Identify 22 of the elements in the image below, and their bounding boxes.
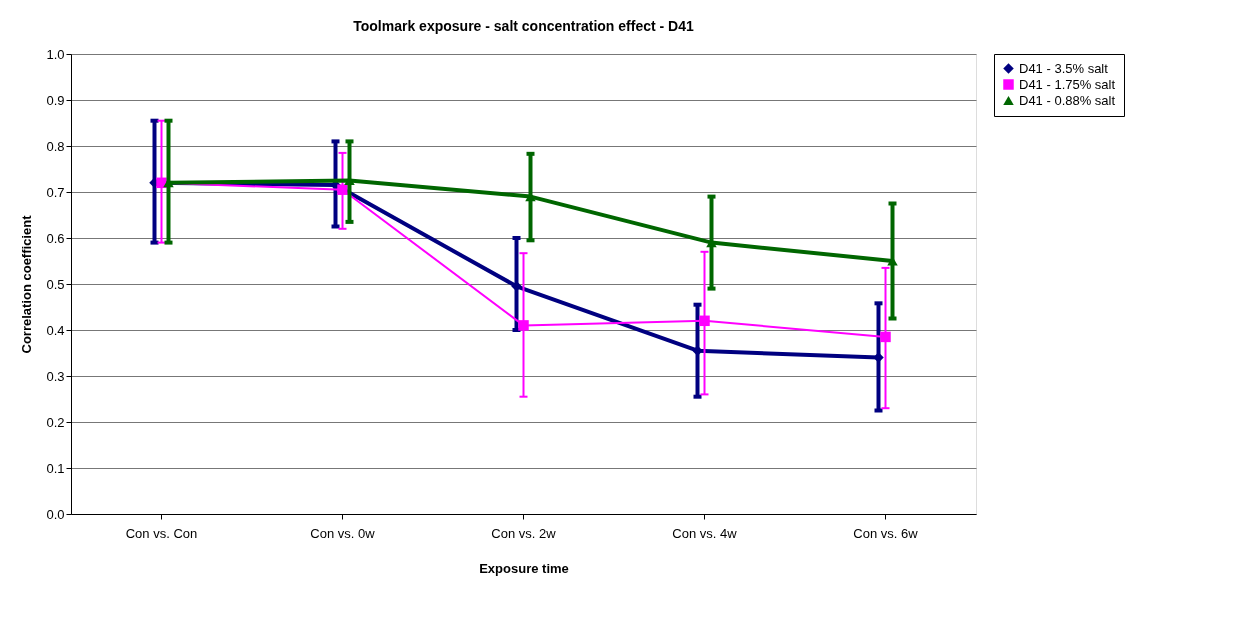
y-tick-label: 0.3 [46,368,65,384]
y-tick-label: 0.5 [46,276,65,292]
y-tick-label: 0.4 [46,322,65,338]
y-axis-title: Correlation coefficient [19,214,35,354]
legend-label: D41 - 1.75% salt [1019,76,1116,92]
y-tick-label: 0.7 [46,184,65,200]
x-tick-label: Con vs. Con [125,525,198,541]
x-tick-label: Con vs. 0w [310,525,376,541]
y-tick-label: 0.8 [46,138,65,154]
legend-label: D41 - 3.5% salt [1019,60,1109,76]
x-tick-label: Con vs. 6w [853,525,919,541]
y-tick-label: 0.2 [46,414,65,430]
y-tick-label: 0.0 [46,506,65,522]
y-tick-label: 0.1 [46,460,65,476]
x-tick-label: Con vs. 4w [672,525,738,541]
legend-label: D41 - 0.88% salt [1019,92,1116,108]
chart-title: Toolmark exposure - salt concentration effect - D41 [353,18,694,34]
y-tick-label: 0.9 [46,92,65,108]
y-tick-label: 0.6 [46,230,65,246]
x-axis-title: Exposure time [479,560,569,576]
x-tick-label: Con vs. 2w [491,525,557,541]
y-tick-label: 1.0 [46,46,65,62]
